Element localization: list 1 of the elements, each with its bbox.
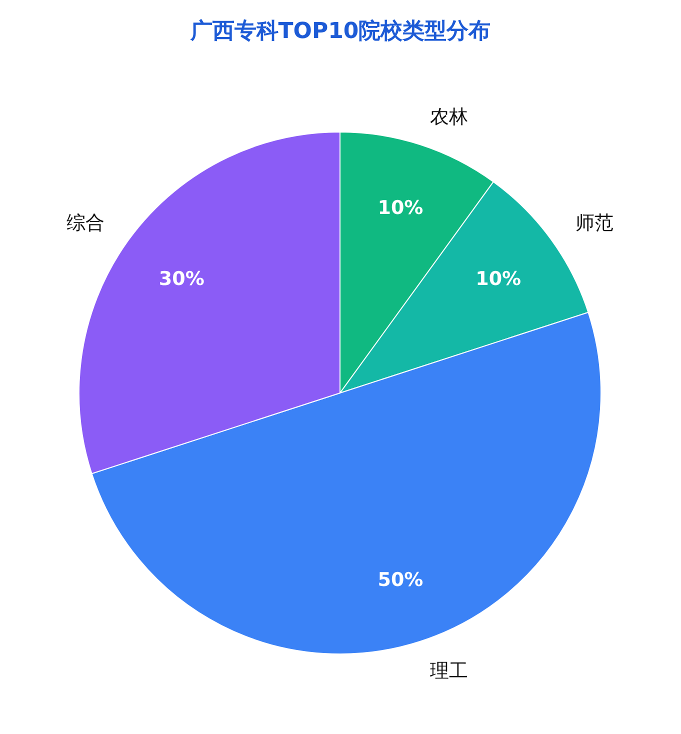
title: 广西专科TOP10院校类型分布 xyxy=(190,19,491,44)
